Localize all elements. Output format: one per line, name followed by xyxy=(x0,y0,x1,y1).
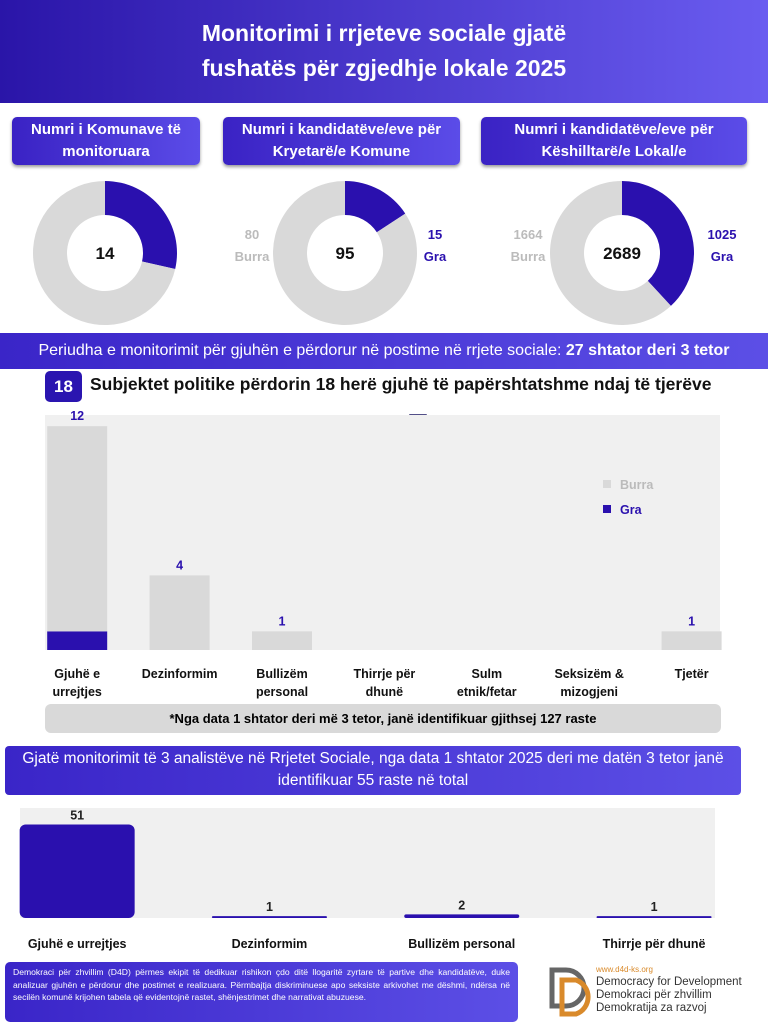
period-dates: 27 shtator deri 3 tetor xyxy=(565,342,730,359)
header: Monitorimi i rrjeteve sociale gjatë fush… xyxy=(0,0,768,103)
legend-swatch xyxy=(603,505,611,513)
title: Monitorimi i rrjeteve sociale gjatë fush… xyxy=(201,20,567,81)
slice-value: 1664 xyxy=(514,227,544,242)
category-label: Bullizëm personal xyxy=(408,937,516,951)
data-label: 51 xyxy=(70,809,84,823)
legend-label: Gra xyxy=(620,503,643,517)
category-label: Gjuhë e urrejtjes xyxy=(27,937,127,951)
donut-segment xyxy=(622,181,694,306)
category-label: Gjuhë e urrejtjes xyxy=(52,667,102,699)
bar-segment xyxy=(149,575,210,650)
footer-text: Demokraci për zhvillim (D4D) përmes ekip… xyxy=(5,962,518,1022)
note: *Nga data 1 shtator deri më 3 tetor, jan… xyxy=(45,704,721,733)
data-label: 12 xyxy=(70,409,84,423)
donut-segment xyxy=(345,181,406,233)
donut-segment xyxy=(549,181,671,325)
bar-segment xyxy=(661,631,722,650)
legend-label: Burra xyxy=(620,478,654,492)
org-names: Democracy for Development Demokraci për z… xyxy=(596,976,742,1015)
category-label: Dezinformim xyxy=(141,667,218,681)
category-label: Tjetër xyxy=(674,667,709,681)
bar xyxy=(19,824,135,918)
category-label: Thirrje për dhunë xyxy=(353,667,416,699)
bar-segment xyxy=(47,631,108,650)
panel-title: Numri i kandidatëve/eve për Këshilltarë/… xyxy=(481,117,747,165)
bar xyxy=(211,916,327,918)
slice-label: Gra xyxy=(424,249,447,264)
period-text: Periudha e monitorimit për gjuhën e përd… xyxy=(38,342,562,359)
slice-label: Burra xyxy=(235,249,270,264)
org-name: Demokratija za razvoj xyxy=(596,1002,707,1014)
data-label: 1 xyxy=(651,900,658,914)
category-label: Seksizëm & mizogjeni xyxy=(554,667,624,699)
donut-total: 2689 xyxy=(603,244,641,263)
logo xyxy=(549,967,591,1017)
data-label: 4 xyxy=(176,558,183,572)
donut-total: 14 xyxy=(96,244,115,263)
donut-segment xyxy=(33,181,176,325)
category-label: Sulm etnik/fetar xyxy=(456,667,517,699)
badge: 18 xyxy=(45,371,82,402)
slice-value: 1025 xyxy=(708,227,737,242)
data-label: 1 xyxy=(266,900,273,914)
category-label: Bullizëm personal xyxy=(255,667,309,699)
donut-segment xyxy=(273,181,417,325)
org-name: Democracy for Development xyxy=(596,976,742,988)
org-name: Demokraci për zhvillim xyxy=(596,989,712,1001)
bar xyxy=(404,914,520,918)
section-title: Subjektet politike përdorin 18 herë gjuh… xyxy=(90,374,712,394)
bar xyxy=(596,916,712,918)
url: www.d4d-ks.org xyxy=(596,965,653,974)
plot-bg xyxy=(45,415,720,650)
category-label: Dezinformim xyxy=(231,937,308,951)
section-title: Gjatë monitorimit të 3 analistëve në Rrj… xyxy=(5,746,741,795)
slice-label: Burra xyxy=(511,249,546,264)
data-label: 2 xyxy=(458,898,465,912)
slice-value: 15 xyxy=(428,227,442,242)
data-label: 1 xyxy=(688,614,695,628)
panel-title: Numri i Komunave të monitoruara xyxy=(12,117,200,165)
period: Periudha e monitorimit për gjuhën e përd… xyxy=(0,333,768,369)
category-label: Thirrje për dhunë xyxy=(602,937,706,951)
donut-segment xyxy=(105,181,178,270)
plot-bg xyxy=(20,808,715,918)
data-label: 1 xyxy=(279,614,286,628)
bar-segment xyxy=(47,426,108,632)
slice-label: Gra xyxy=(711,249,734,264)
donut-total: 95 xyxy=(336,244,355,263)
legend-swatch xyxy=(603,480,611,488)
slice-value: 80 xyxy=(245,227,259,242)
panel-title: Numri i kandidatëve/eve për Kryetarë/e K… xyxy=(223,117,460,165)
bar-segment xyxy=(252,631,312,650)
